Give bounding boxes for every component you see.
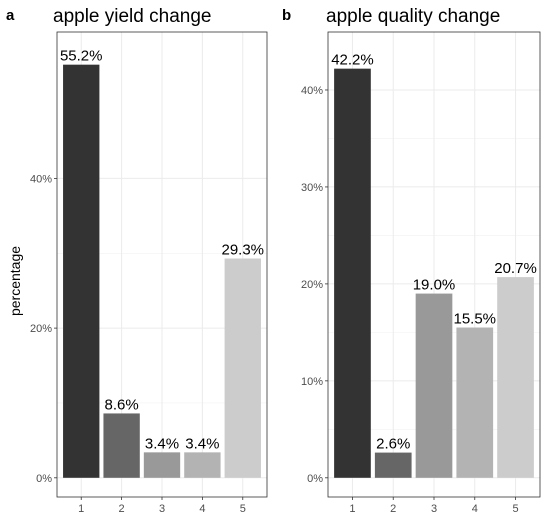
panel-b-value-label-5: 20.7%: [494, 260, 537, 277]
panel-a-value-label-1: 55.2%: [60, 48, 103, 65]
panel-a-y-tick-label: 20%: [30, 323, 52, 335]
panel-b-x-tick-label: 3: [431, 503, 437, 515]
panel-a-value-label-4: 3.4%: [185, 435, 219, 452]
panel-b-y-tick-label: 30%: [301, 182, 323, 194]
panel-b-title: apple quality change: [326, 6, 500, 27]
panel-b-panel-border: [327, 31, 541, 498]
panel-b-value-label-4: 15.5%: [453, 311, 496, 328]
panel-b-bar-1: [334, 68, 371, 478]
panel-a-letter: a: [6, 7, 15, 24]
panel-a-bar-3: [143, 452, 181, 478]
panel-b-value-label-2: 2.6%: [376, 436, 410, 453]
panel-b-value-label-1: 42.2%: [331, 52, 374, 69]
panel-a-y-tick-label: 40%: [30, 173, 52, 185]
panel-b-x-tick-label: 5: [512, 503, 518, 515]
panel-b-y-tick-label: 10%: [301, 376, 323, 388]
panel-a-x-tick-label: 3: [159, 503, 165, 515]
panel-a-x-tick-label: 5: [240, 503, 246, 515]
panel-a-x-tick-label: 4: [199, 503, 205, 515]
panel-a-plot: 0% 20% 40% 55.2% 1 8.6% 2 3.4% 3 3.4% 4 29.3% 5: [30, 31, 268, 515]
panel-a-x-tick-label: 1: [78, 503, 84, 515]
panel-a-value-label-3: 3.4%: [145, 435, 179, 452]
panel-a-value-label-5: 29.3%: [221, 242, 264, 259]
panel-a-panel-border: [56, 31, 268, 498]
panel-b-y-tick-label: 0%: [307, 473, 323, 485]
panel-b-y-tick-label: 20%: [301, 279, 323, 291]
panel-a-bar-4: [184, 452, 221, 478]
panel-b-y-tick-label: 40%: [301, 85, 323, 97]
panel-a-bar-2: [103, 413, 140, 478]
panel-b-bar-2: [374, 452, 412, 478]
panel-b-bar-4: [456, 327, 494, 478]
panel-b-x-tick-label: 1: [349, 503, 355, 515]
panel-a-title: apple yield change: [53, 6, 211, 27]
panel-b-x-tick-label: 4: [472, 503, 478, 515]
panel-b-bar-5: [497, 277, 534, 478]
panel-b-x-tick-label: 2: [390, 503, 396, 515]
panel-b-letter: b: [282, 7, 291, 24]
panel-a-value-label-2: 8.6%: [105, 396, 139, 413]
panel-a-bar-1: [63, 64, 100, 478]
panel-a: a apple yield change percentage 0% 20% 40%…: [6, 6, 268, 515]
panel-b-plot: 0% 10% 20% 30% 40% 42.2% 1 2.6% 2 19.0% 3 15.5% 4 20.…: [301, 31, 541, 515]
panel-b: b apple quality change 0%10%20%30%40%42.…: [282, 6, 541, 515]
panel-a-ylabel: percentage: [7, 246, 23, 316]
panel-a-y-tick-label: 0%: [36, 473, 52, 485]
panel-b-bar-3: [415, 293, 453, 478]
panel-a-x-tick-label: 2: [119, 503, 125, 515]
panel-b-value-label-3: 19.0%: [413, 277, 456, 294]
panel-a-bar-5: [224, 258, 261, 478]
